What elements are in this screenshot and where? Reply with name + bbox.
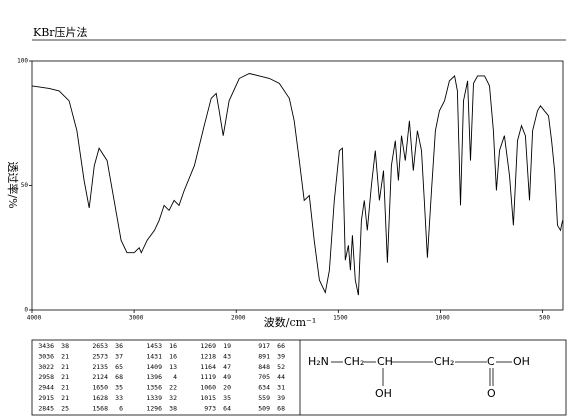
peak-wavenumber: 2845 — [38, 404, 54, 412]
peak-wavenumber: 2653 — [92, 342, 108, 350]
peak-transmittance: 16 — [169, 352, 177, 360]
peak-transmittance: 21 — [61, 363, 69, 371]
peak-wavenumber: 3036 — [38, 352, 54, 360]
peak-wavenumber: 1431 — [146, 352, 162, 360]
x-tick-label: 4000 — [27, 315, 42, 322]
atom: OH — [513, 355, 530, 368]
peak-wavenumber: 509 — [258, 404, 270, 412]
peak-transmittance: 33 — [115, 394, 123, 402]
peak-transmittance: 47 — [223, 363, 231, 371]
peak-transmittance: 21 — [61, 384, 69, 392]
peak-transmittance: 32 — [169, 394, 177, 402]
peak-transmittance: 52 — [277, 363, 285, 371]
table-frame — [31, 339, 567, 416]
peak-transmittance: 65 — [115, 363, 123, 371]
x-tick-label: 500 — [539, 315, 550, 322]
peak-transmittance: 49 — [223, 373, 231, 381]
y-axis-label: 透过率/% — [6, 161, 20, 208]
atom: CH₂ — [344, 355, 364, 368]
peak-transmittance: 36 — [115, 342, 123, 350]
peak-wavenumber: 1568 — [92, 404, 108, 412]
y-tick-label: 100 — [17, 58, 28, 65]
peak-transmittance: 37 — [115, 352, 123, 360]
peak-transmittance: 22 — [169, 384, 177, 392]
peak-wavenumber: 848 — [258, 363, 270, 371]
y-tick-label: 50 — [21, 182, 29, 189]
peak-transmittance: 43 — [223, 352, 231, 360]
peak-wavenumber: 1628 — [92, 394, 108, 402]
peak-transmittance: 38 — [61, 342, 69, 350]
peak-transmittance: 66 — [277, 342, 285, 350]
page-title: KBr压片法 — [33, 25, 88, 39]
peak-wavenumber: 973 — [204, 404, 216, 412]
peak-wavenumber: 1060 — [200, 384, 216, 392]
peak-wavenumber: 1356 — [146, 384, 162, 392]
peak-wavenumber: 2944 — [38, 384, 54, 392]
peak-transmittance: 4 — [173, 373, 177, 381]
peak-wavenumber: 917 — [258, 342, 270, 350]
peak-wavenumber: 3436 — [38, 342, 54, 350]
peak-transmittance: 31 — [277, 384, 285, 392]
peak-wavenumber: 891 — [258, 352, 270, 360]
peak-wavenumber: 1339 — [146, 394, 162, 402]
peak-wavenumber: 705 — [258, 373, 270, 381]
atom: OH — [375, 387, 392, 400]
structure-bonds — [331, 361, 512, 386]
x-axis-label: 波数/cm⁻¹ — [264, 316, 317, 329]
atom: CH — [377, 355, 393, 368]
peak-wavenumber: 1269 — [200, 342, 216, 350]
peak-transmittance: 19 — [223, 342, 231, 350]
peak-transmittance: 21 — [61, 373, 69, 381]
peak-transmittance: 21 — [61, 394, 69, 402]
peak-transmittance: 68 — [277, 404, 285, 412]
peak-wavenumber: 2124 — [92, 373, 108, 381]
atom: C — [487, 355, 495, 368]
peak-wavenumber: 634 — [258, 384, 270, 392]
peak-wavenumber: 2958 — [38, 373, 54, 381]
atom: H₂N — [308, 355, 329, 368]
peak-wavenumber: 1164 — [200, 363, 216, 371]
spectrum-line — [31, 73, 564, 296]
peak-transmittance: 39 — [277, 352, 285, 360]
peak-wavenumber: 559 — [258, 394, 270, 402]
peak-wavenumber: 1650 — [92, 384, 108, 392]
peak-transmittance: 13 — [169, 363, 177, 371]
peak-wavenumber: 2915 — [38, 394, 54, 402]
peak-transmittance: 39 — [277, 394, 285, 402]
peak-wavenumber: 1119 — [200, 373, 216, 381]
peak-transmittance: 21 — [61, 352, 69, 360]
x-tick-label: 1000 — [435, 315, 450, 322]
peak-wavenumber: 2135 — [92, 363, 108, 371]
peak-transmittance: 68 — [115, 373, 123, 381]
peak-transmittance: 25 — [61, 404, 69, 412]
peak-transmittance: 35 — [115, 384, 123, 392]
x-tick-label: 3000 — [129, 315, 144, 322]
peak-wavenumber: 1396 — [146, 373, 162, 381]
peak-wavenumber: 1409 — [146, 363, 162, 371]
y-tick-label: 0 — [24, 307, 28, 314]
atom: O — [487, 387, 496, 400]
peak-wavenumber: 1015 — [200, 394, 216, 402]
atom: CH₂ — [434, 355, 454, 368]
peak-wavenumber: 3022 — [38, 363, 54, 371]
peak-transmittance: 64 — [223, 404, 231, 412]
x-tick-label: 2000 — [231, 315, 246, 322]
peak-wavenumber: 1218 — [200, 352, 216, 360]
peak-transmittance: 20 — [223, 384, 231, 392]
peak-wavenumber: 1453 — [146, 342, 162, 350]
x-tick-label: 1500 — [333, 315, 348, 322]
peak-transmittance: 38 — [169, 404, 177, 412]
peak-wavenumber: 1296 — [146, 404, 162, 412]
peak-wavenumber: 2573 — [92, 352, 108, 360]
peak-transmittance: 16 — [169, 342, 177, 350]
peak-transmittance: 44 — [277, 373, 285, 381]
peak-transmittance: 35 — [223, 394, 231, 402]
peak-transmittance: 6 — [119, 404, 123, 412]
